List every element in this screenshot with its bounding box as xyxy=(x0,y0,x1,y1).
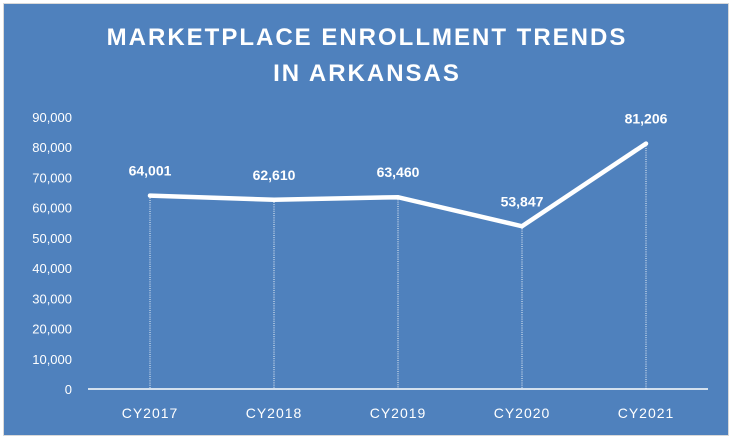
chart-title-line-1: MARKETPLACE ENROLLMENT TRENDS xyxy=(106,24,628,51)
y-tick-label: 90,000 xyxy=(32,110,72,125)
y-tick-label: 80,000 xyxy=(32,140,72,155)
x-category-label: CY2021 xyxy=(618,405,675,421)
data-point xyxy=(396,195,400,200)
y-tick-label: 50,000 xyxy=(32,231,72,246)
y-tick-label: 70,000 xyxy=(32,170,72,185)
data-label: 64,001 xyxy=(129,163,172,179)
chart-panel xyxy=(3,3,729,436)
x-category-label: CY2017 xyxy=(122,405,179,421)
x-category-label: CY2018 xyxy=(246,405,303,421)
y-tick-label: 20,000 xyxy=(32,322,72,337)
y-tick-label: 60,000 xyxy=(32,201,72,216)
y-tick-label: 40,000 xyxy=(32,261,72,276)
x-category-label: CY2019 xyxy=(370,405,427,421)
y-tick-label: 10,000 xyxy=(32,352,72,367)
data-label: 62,610 xyxy=(253,167,296,183)
data-point xyxy=(520,224,524,229)
series-line xyxy=(147,141,649,229)
chart-title: MARKETPLACE ENROLLMENT TRENDS IN ARKANSA… xyxy=(0,20,734,92)
data-point xyxy=(272,197,276,202)
data-label: 53,847 xyxy=(501,193,544,209)
y-tick-label: 30,000 xyxy=(32,291,72,306)
data-label: 63,460 xyxy=(377,164,420,180)
chart-title-line-2: IN ARKANSAS xyxy=(273,60,461,87)
data-point xyxy=(148,193,152,198)
data-point xyxy=(644,141,648,146)
y-tick-label: 0 xyxy=(65,382,72,397)
data-label: 81,206 xyxy=(625,111,668,127)
x-category-label: CY2020 xyxy=(494,405,551,421)
